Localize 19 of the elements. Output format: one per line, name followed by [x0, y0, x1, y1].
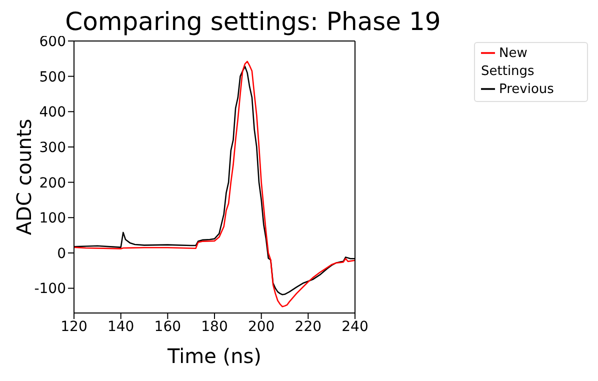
y-tick-label: 500 [39, 69, 66, 86]
x-axis-title: Time (ns) [166, 344, 262, 368]
legend-label: New Settings [481, 46, 534, 79]
y-axis-title: ADC counts [12, 118, 36, 236]
x-tick-label: 200 [248, 318, 275, 335]
x-tick-label: 120 [60, 318, 88, 335]
x-tick-label: 240 [342, 318, 368, 335]
x-tick-label: 140 [107, 318, 134, 335]
y-tick-label: 100 [39, 210, 66, 227]
x-tick-label: 220 [294, 318, 322, 335]
y-tick-label: 0 [57, 246, 66, 262]
y-tick-label: 200 [39, 175, 66, 192]
x-tick-label: 160 [154, 318, 182, 335]
chart-title: Comparing settings: Phase 19 [64, 7, 442, 36]
x-tick-label: 180 [201, 318, 228, 335]
legend-label: Previous [499, 82, 554, 97]
y-tick-label: 300 [39, 140, 66, 156]
y-tick-label: -100 [34, 281, 66, 298]
y-tick-label: 400 [39, 104, 66, 121]
